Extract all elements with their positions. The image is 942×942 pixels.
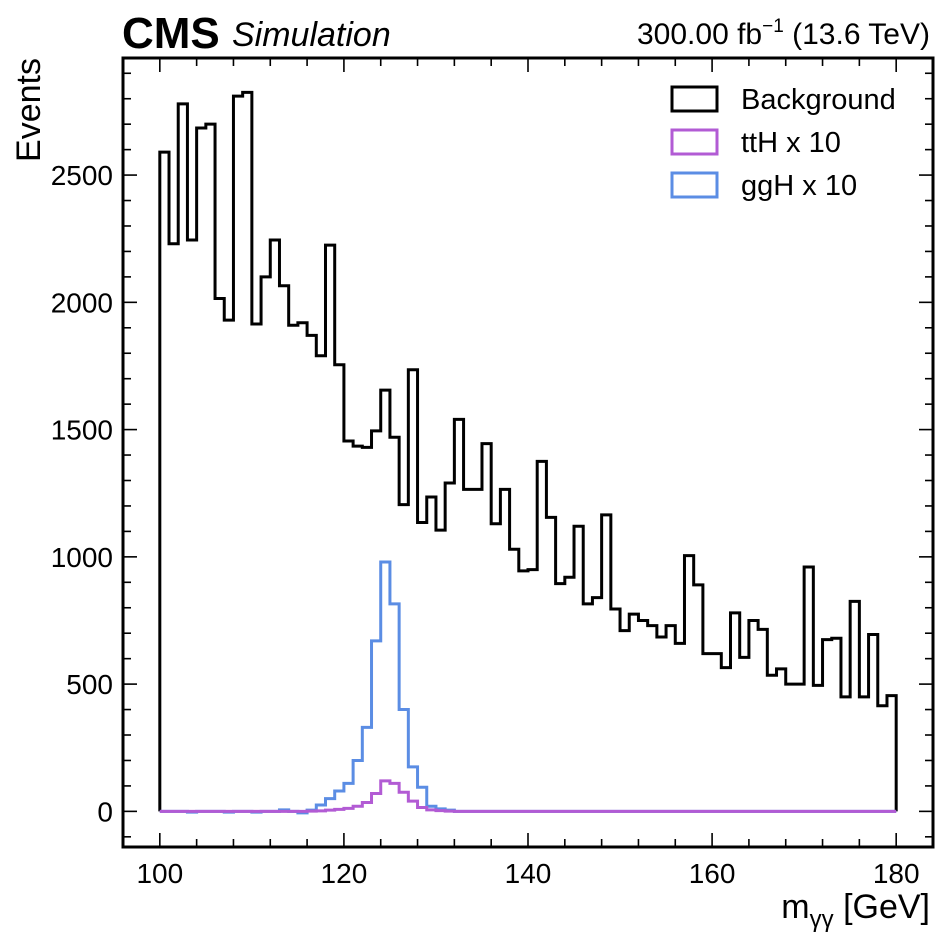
x-tick-label: 100 — [136, 858, 183, 889]
legend-label: Background — [741, 84, 896, 116]
axis-ticks: 100 120 140 160 180 0 500 1000 1500 2000 2500 — [51, 58, 933, 889]
y-tick-label: 2000 — [51, 287, 113, 318]
cms-label: CMS — [122, 9, 220, 58]
simulation-label: Simulation — [232, 16, 391, 54]
legend: Background ttH x 10 ggH x 10 — [670, 84, 896, 202]
legend-swatch — [670, 85, 719, 113]
legend-label: ggH x 10 — [741, 170, 857, 202]
series-ggh-x-10-line — [159, 560, 897, 815]
y-tick-label: 1500 — [51, 415, 113, 446]
lumi-label: 300.00 fb−1 (13.6 TeV) — [637, 16, 930, 51]
legend-swatch — [670, 128, 719, 156]
x-axis-title: mγγ [GeV] — [781, 888, 930, 933]
histogram-series — [158, 90, 898, 815]
legend-label: ttH x 10 — [741, 127, 841, 159]
x-tick-label: 160 — [689, 858, 736, 889]
y-tick-label: 1000 — [51, 542, 113, 573]
y-tick-label: 500 — [66, 669, 113, 700]
series-tth-x-10-line — [159, 779, 897, 813]
series-background-line — [158, 90, 898, 812]
legend-swatch — [670, 171, 719, 199]
x-tick-label: 140 — [505, 858, 552, 889]
y-axis-title: Events — [10, 58, 48, 162]
y-tick-label: 2500 — [51, 160, 113, 191]
y-tick-label: 0 — [97, 796, 113, 827]
plot-frame — [121, 56, 935, 849]
x-tick-label: 120 — [321, 858, 368, 889]
x-tick-label: 180 — [873, 858, 920, 889]
